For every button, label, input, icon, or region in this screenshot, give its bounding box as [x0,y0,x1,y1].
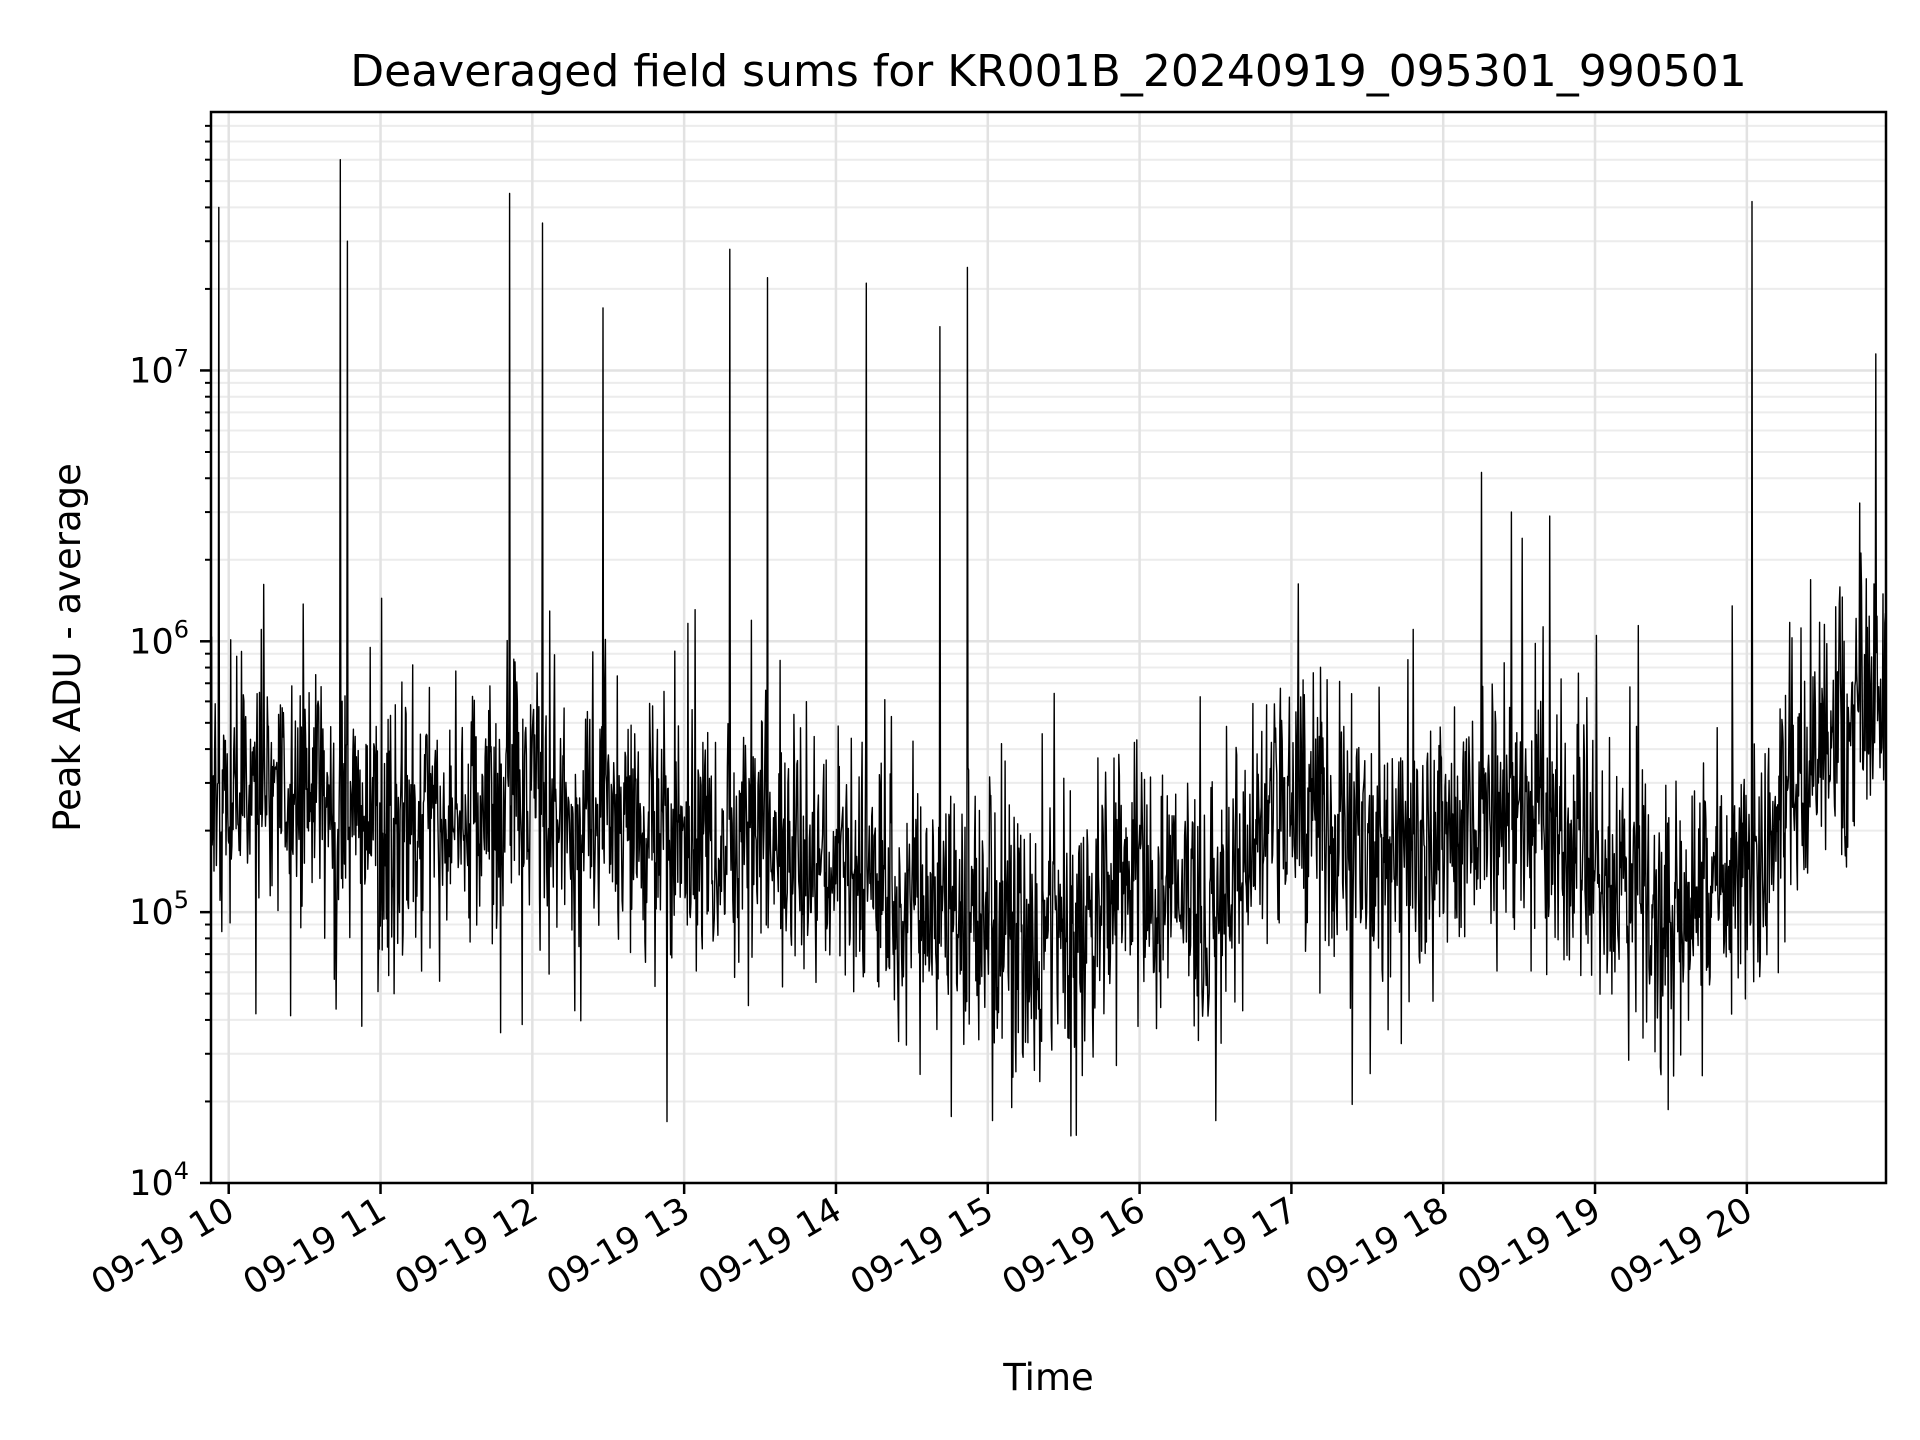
x-tick-label: 09-19 11 [237,1190,393,1303]
y-tick-label: 104 [129,1157,189,1204]
x-tick-label: 09-19 19 [1451,1190,1607,1303]
chart-title: Deaveraged field sums for KR001B_2024091… [350,46,1746,97]
x-axis-label: Time [1002,1356,1094,1399]
x-tick-label: 09-19 17 [1148,1190,1304,1303]
y-axis-label: Peak ADU - average [46,463,89,832]
series-line [210,159,1887,1137]
data-series [210,159,1887,1137]
x-tick-label: 09-19 13 [540,1190,696,1303]
x-tick-label: 09-19 15 [844,1190,1000,1303]
grid [211,112,1886,1185]
plot-area-frame [209,110,1888,1185]
y-tick-label: 106 [129,615,189,662]
x-tick-label: 09-19 20 [1603,1190,1759,1303]
x-tick-label: 09-19 18 [1299,1190,1455,1303]
y-tick-label: 105 [129,886,189,933]
x-tick-label: 09-19 12 [389,1190,545,1303]
y-axis: 104 105 106 107 [129,124,211,1204]
x-tick-label: 09-19 16 [996,1190,1152,1303]
x-tick-label: 09-19 14 [692,1190,848,1303]
y-tick-label: 107 [129,344,189,391]
x-tick-label: 09-19 10 [85,1190,241,1303]
